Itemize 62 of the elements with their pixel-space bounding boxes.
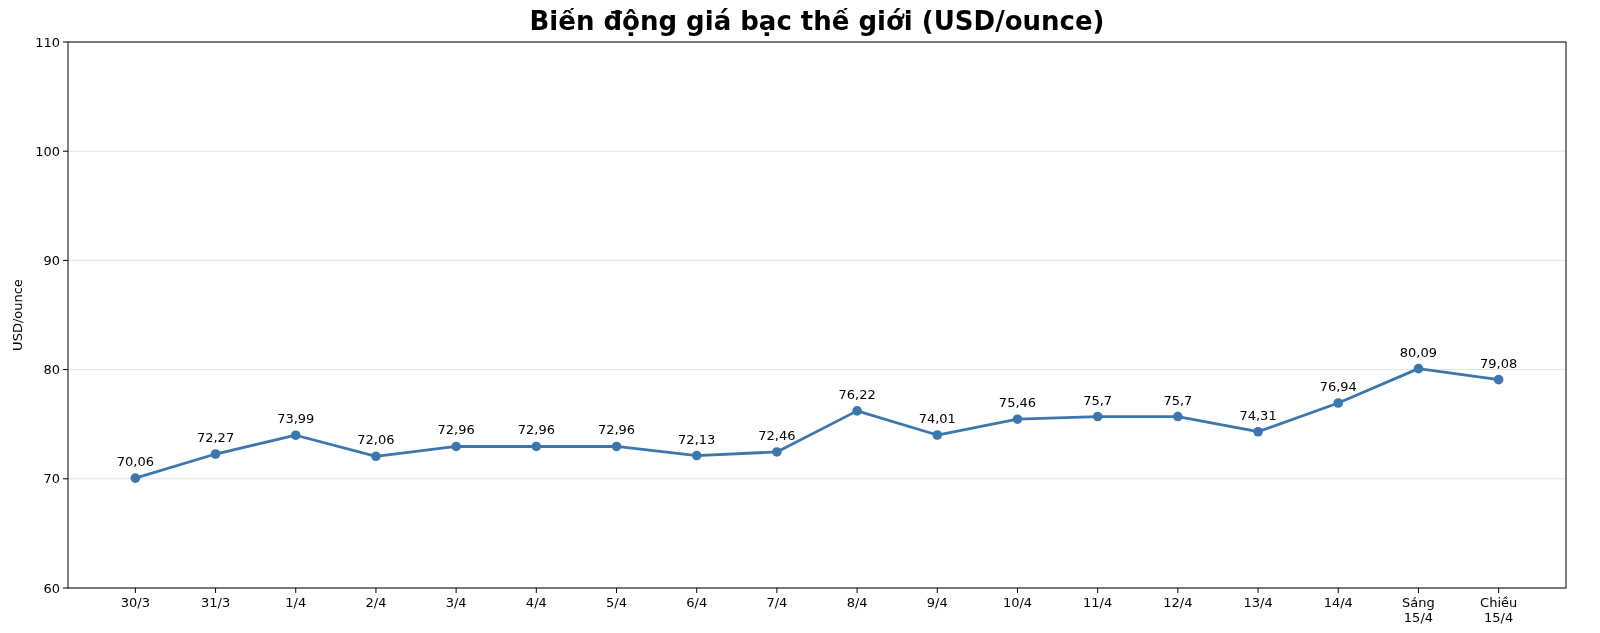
data-label: 80,09 <box>1399 344 1438 360</box>
point <box>772 447 782 457</box>
point <box>1173 411 1183 422</box>
x-tick-label: 5/4 <box>606 595 627 610</box>
x-tick-label: 8/4 <box>846 595 868 610</box>
x-tick-label: 9/4 <box>926 595 948 610</box>
data-label: 72,27 <box>196 430 235 446</box>
data-label: 79,08 <box>1480 355 1518 371</box>
point <box>1413 363 1424 374</box>
data-label: 72,96 <box>517 422 555 438</box>
point <box>1333 398 1344 408</box>
x-tick-label: 10/4 <box>1002 595 1033 610</box>
x-tick-label: 3/4 <box>445 595 467 610</box>
data-label: 72,46 <box>758 427 796 443</box>
data-label: 72,96 <box>437 422 475 438</box>
x-tick-label: 30/3 <box>120 595 150 610</box>
x-tick-label: Chiều 15/4 <box>1480 595 1518 625</box>
data-label: 72,13 <box>678 431 716 447</box>
point <box>290 430 301 441</box>
point <box>852 406 862 416</box>
data-label: 75,7 <box>1083 392 1113 408</box>
data-label: 75,7 <box>1163 392 1193 408</box>
point <box>1493 374 1504 385</box>
x-tick-label: 2/4 <box>365 595 387 610</box>
point <box>210 449 221 459</box>
point <box>611 441 622 452</box>
y-tick-label: 100 <box>35 143 60 159</box>
data-label: 72,06 <box>357 432 395 448</box>
point <box>531 441 542 452</box>
x-tick-label: 1/4 <box>285 595 307 610</box>
point <box>371 451 381 462</box>
x-tick-label: 11/4 <box>1083 595 1113 610</box>
data-label: 72,96 <box>597 422 636 438</box>
point <box>1253 426 1263 437</box>
chart-title: Biến động giá bạc thế giới (USD/ounce) <box>529 6 1105 36</box>
x-tick-label: 4/4 <box>525 595 547 610</box>
y-tick-label: 60 <box>43 580 60 596</box>
point <box>1012 414 1023 424</box>
data-label: 76,22 <box>838 386 876 402</box>
point <box>1092 411 1103 422</box>
data-label: 74,31 <box>1239 407 1277 423</box>
y-tick-label: 70 <box>43 471 60 487</box>
x-tick-label: 14/4 <box>1323 595 1353 610</box>
x-tick-label: 13/4 <box>1243 595 1273 610</box>
x-tick-label: 12/4 <box>1163 595 1193 610</box>
y-axis-title: USD/ounce <box>10 279 25 351</box>
y-tick-label: 90 <box>43 252 60 268</box>
y-tick-label: 80 <box>43 362 60 378</box>
y-tick-label: 110 <box>35 34 60 50</box>
point <box>130 473 141 483</box>
x-tick-label: 6/4 <box>686 595 708 610</box>
point <box>691 450 702 461</box>
point <box>932 430 943 440</box>
data-label: 76,94 <box>1319 379 1357 395</box>
x-tick-label: Sáng 15/4 <box>1402 595 1435 625</box>
x-tick-label: 31/3 <box>200 595 231 610</box>
data-label: 74,01 <box>918 411 956 427</box>
data-label: 75,46 <box>998 395 1037 411</box>
data-label: 73,99 <box>277 411 315 427</box>
point <box>451 441 461 452</box>
data-label: 70,06 <box>116 454 154 470</box>
x-tick-label: 7/4 <box>766 595 788 610</box>
